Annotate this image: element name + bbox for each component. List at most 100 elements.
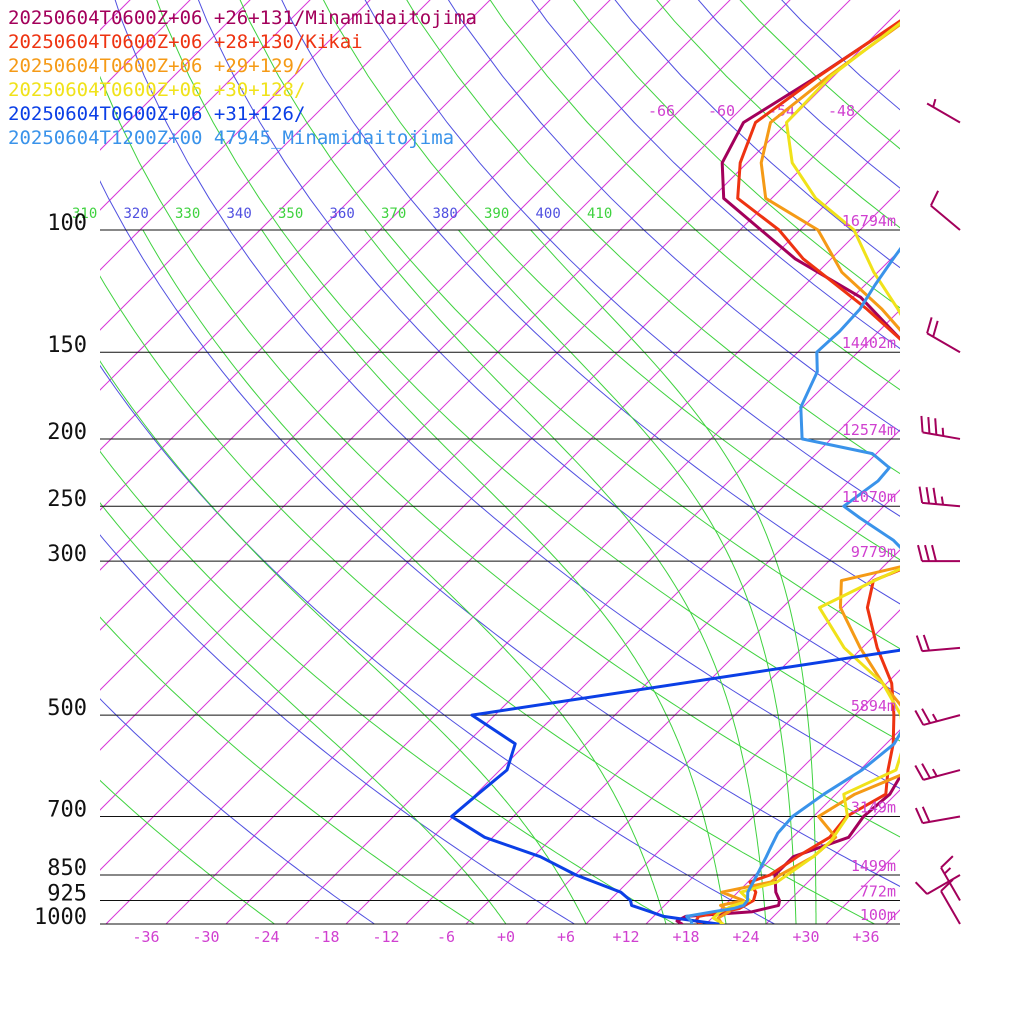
wind-barb bbox=[926, 98, 961, 124]
upper-temperature-label: -60 bbox=[708, 102, 735, 120]
wind-barb bbox=[929, 190, 961, 231]
isotherm-line bbox=[100, 0, 671, 571]
wind-barb-staff bbox=[940, 890, 961, 925]
height-label: 1499m bbox=[851, 857, 896, 875]
wind-barb-feather bbox=[932, 487, 938, 505]
isotherm-line bbox=[100, 0, 431, 331]
legend-entry: 20250604T0600Z+06 +29+129/ bbox=[8, 55, 305, 77]
height-label: 16794m bbox=[842, 212, 896, 230]
wind-barb-feather bbox=[940, 878, 954, 892]
sounding-profile-line bbox=[716, 22, 900, 924]
dry-adiabat-line bbox=[100, 698, 376, 924]
isotherm-line bbox=[100, 0, 191, 91]
wind-barb-feather bbox=[924, 544, 930, 562]
wind-barb bbox=[914, 763, 961, 781]
wind-barb-feather bbox=[915, 635, 924, 652]
theta-label: 350 bbox=[278, 206, 303, 222]
wind-barb-feather bbox=[940, 855, 954, 869]
pressure-label: 150 bbox=[47, 333, 87, 358]
temperature-tick-label: +12 bbox=[612, 928, 639, 946]
moist-adiabat-line bbox=[142, 229, 667, 924]
upper-temperature-label: -66 bbox=[648, 102, 675, 120]
sounding-profile-line bbox=[675, 19, 900, 924]
upper-temperature-labels: -66 -60 -54 -48 bbox=[648, 102, 855, 120]
wind-barb-staff bbox=[930, 204, 961, 231]
theta-label: 390 bbox=[484, 206, 509, 222]
temperature-tick-label: -12 bbox=[372, 928, 399, 946]
wind-barb-staff bbox=[926, 874, 961, 895]
pressure-label: 300 bbox=[47, 542, 87, 567]
isotherm-line bbox=[405, 429, 900, 924]
isotherm-line bbox=[285, 309, 900, 924]
temperature-tick-label: -24 bbox=[252, 928, 279, 946]
wind-barb-feather bbox=[931, 544, 937, 562]
pressure-label: 925 bbox=[47, 882, 87, 907]
wind-barb-half-feather bbox=[932, 98, 937, 108]
isotherm-line bbox=[225, 249, 900, 924]
wind-barb-feather bbox=[921, 806, 931, 823]
isotherm-line bbox=[100, 0, 611, 511]
isotherm-line bbox=[100, 0, 311, 211]
theta-label: 380 bbox=[433, 206, 458, 222]
theta-label: 340 bbox=[227, 206, 252, 222]
legend: 20250604T0600Z+06 +26+131/Minamidaitojim… bbox=[8, 7, 477, 149]
wind-barb bbox=[917, 544, 960, 563]
height-label: 11070m bbox=[842, 488, 896, 506]
wind-barb-feather bbox=[918, 486, 924, 504]
upper-temperature-label: -48 bbox=[828, 102, 855, 120]
wind-barb-half-feather bbox=[941, 427, 945, 437]
temperature-tick-label: +18 bbox=[672, 928, 699, 946]
wind-barb-feather bbox=[922, 634, 931, 651]
wind-barb-staff bbox=[926, 102, 961, 124]
wind-barb-half-feather bbox=[931, 768, 938, 777]
wind-barb bbox=[918, 486, 961, 508]
temperature-tick-label: -36 bbox=[132, 928, 159, 946]
temperature-tick-label: +6 bbox=[557, 928, 575, 946]
temperature-tick-labels: -36 -30 -24 -18 -12 -6 +0 +6 +12 +18 +24 +30 +36 bbox=[132, 928, 879, 946]
pressure-label: 200 bbox=[47, 420, 87, 445]
theta-label: 320 bbox=[124, 206, 149, 222]
temperature-tick-label: +36 bbox=[852, 928, 879, 946]
pressure-label: 250 bbox=[47, 487, 87, 512]
isotherm-line bbox=[345, 369, 900, 924]
legend-entry: 20250604T0600Z+06 +28+130/Kikai bbox=[8, 31, 363, 53]
isotherm-line bbox=[705, 729, 900, 924]
dry-adiabat-line bbox=[100, 616, 476, 924]
dry-adiabat-line bbox=[489, 0, 900, 391]
wind-barb-feather bbox=[929, 190, 940, 207]
dry-adiabat-line bbox=[100, 534, 576, 924]
dry-adiabat-line bbox=[739, 0, 900, 150]
isotherm-line bbox=[585, 609, 900, 924]
wind-barb-feather bbox=[927, 417, 931, 434]
wind-barb bbox=[914, 806, 961, 825]
wind-barb-half-feather bbox=[931, 713, 938, 722]
wind-barb-feather bbox=[926, 317, 933, 334]
height-label: 12574m bbox=[842, 421, 896, 439]
temperature-tick-label: +0 bbox=[497, 928, 515, 946]
isotherm-line bbox=[645, 669, 900, 924]
wind-barb bbox=[940, 855, 961, 902]
height-label: 14402m bbox=[842, 334, 896, 352]
pressure-label: 100 bbox=[47, 211, 87, 236]
legend-entry: 20250604T0600Z+06 +30+128/ bbox=[8, 79, 305, 101]
wind-barb-feather bbox=[917, 544, 923, 562]
isotherm-line bbox=[100, 0, 551, 451]
isotherm-line bbox=[100, 0, 731, 631]
isotherm-line bbox=[825, 849, 900, 924]
wind-barb-feather bbox=[914, 881, 928, 895]
isotherm-line bbox=[105, 129, 900, 924]
wind-barb-feather bbox=[914, 807, 924, 824]
isotherm-line bbox=[100, 0, 371, 271]
theta-label: 310 bbox=[72, 206, 97, 222]
isobar-lines bbox=[100, 229, 900, 925]
isotherm-line bbox=[100, 69, 900, 871]
height-labels: 16794m 14402m 12574m 11070m 9779m 5894m 3149m 1… bbox=[842, 212, 896, 924]
temperature-tick-label: +30 bbox=[792, 928, 819, 946]
theta-label: 330 bbox=[175, 206, 200, 222]
theta-label: 410 bbox=[587, 206, 612, 222]
wind-barb-feather bbox=[914, 710, 925, 726]
wind-barb bbox=[940, 878, 961, 925]
wind-barb-half-feather bbox=[940, 496, 945, 505]
